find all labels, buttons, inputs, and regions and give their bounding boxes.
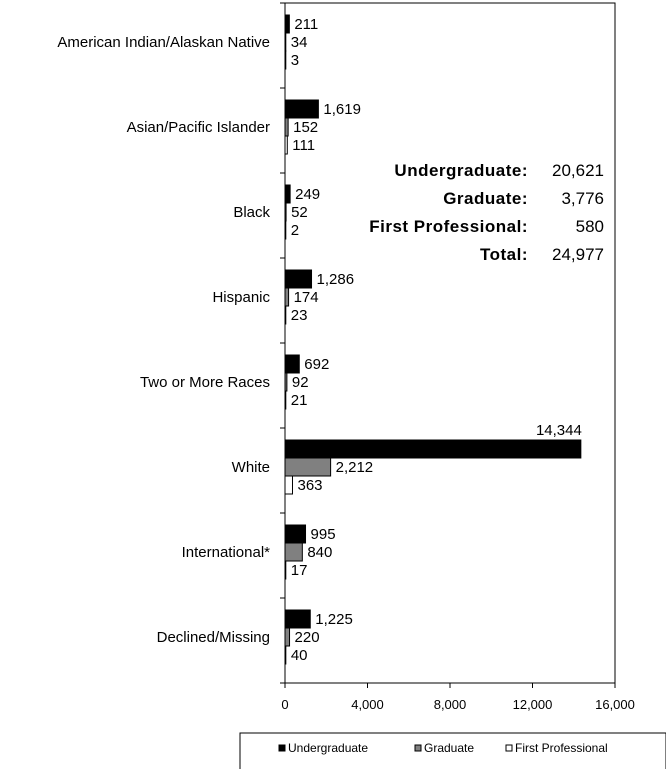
bar-first-professional-black — [284, 220, 287, 240]
category-label-two-or-more-races: Two or More Races — [140, 374, 270, 391]
summary-value-undergraduate: 20,621 — [552, 161, 604, 180]
summary-label-undergraduate: Undergraduate: — [394, 161, 528, 180]
value-label-graduate-white: 2,212 — [336, 459, 374, 476]
x-tick-label: 12,000 — [513, 697, 553, 712]
bar-graduate-black — [284, 202, 287, 222]
value-label-graduate-two-or-more-races: 92 — [292, 374, 309, 391]
legend-label-undergraduate: Undergraduate — [288, 741, 368, 755]
x-tick-label: 8,000 — [434, 697, 467, 712]
bar-undergraduate-black — [284, 184, 291, 204]
bar-undergraduate-international — [284, 524, 307, 544]
x-tick-label: 4,000 — [351, 697, 384, 712]
legend-label-first-professional: First Professional — [515, 741, 608, 755]
bar-undergraduate-american-indian-alaskan-native — [284, 14, 290, 34]
value-label-graduate-hispanic: 174 — [294, 289, 319, 306]
value-label-first-professional-declined-missing: 40 — [291, 647, 308, 664]
bars-group — [284, 14, 582, 665]
value-label-graduate-declined-missing: 220 — [295, 629, 320, 646]
value-label-first-professional-american-indian-alaskan-native: 3 — [291, 52, 299, 69]
x-tick-label: 0 — [281, 697, 288, 712]
value-label-undergraduate-hispanic: 1,286 — [317, 271, 355, 288]
value-label-undergraduate-white: 14,344 — [536, 422, 582, 439]
legend: Undergraduate Graduate First Professiona… — [239, 732, 666, 769]
bar-graduate-white — [284, 457, 332, 477]
category-label-black: Black — [233, 204, 270, 221]
bar-first-professional-asian-pacific-islander — [284, 135, 288, 155]
bar-graduate-two-or-more-races — [284, 372, 288, 392]
bar-graduate-declined-missing — [284, 627, 291, 647]
value-label-first-professional-black: 2 — [291, 222, 299, 239]
category-label-declined-missing: Declined/Missing — [157, 629, 270, 646]
category-label-hispanic: Hispanic — [212, 289, 270, 306]
value-label-undergraduate-asian-pacific-islander: 1,619 — [323, 101, 361, 118]
value-label-undergraduate-black: 249 — [295, 186, 320, 203]
category-label-white: White — [232, 459, 270, 476]
x-tick-label: 16,000 — [595, 697, 635, 712]
category-label-asian-pacific-islander: Asian/Pacific Islander — [127, 119, 270, 136]
bar-graduate-american-indian-alaskan-native — [284, 32, 287, 52]
bar-first-professional-white — [284, 475, 293, 495]
bar-first-professional-declined-missing — [284, 645, 287, 665]
value-label-undergraduate-international: 995 — [311, 526, 336, 543]
x-axis: 0 4,000 8,000 12,000 16,000 — [280, 2, 635, 712]
value-label-graduate-american-indian-alaskan-native: 34 — [291, 34, 308, 51]
summary-value-graduate: 3,776 — [561, 189, 604, 208]
bar-first-professional-hispanic — [284, 305, 287, 325]
bar-undergraduate-declined-missing — [284, 609, 311, 629]
bar-first-professional-two-or-more-races — [284, 390, 287, 410]
bar-first-professional-international — [284, 560, 287, 580]
bar-graduate-asian-pacific-islander — [284, 117, 289, 137]
summary-value-first-professional: 580 — [576, 217, 604, 236]
bar-undergraduate-hispanic — [284, 269, 313, 289]
bar-graduate-hispanic — [284, 287, 290, 307]
bar-undergraduate-asian-pacific-islander — [284, 99, 319, 119]
summary-label-total: Total: — [480, 245, 528, 264]
legend-swatch-graduate — [414, 744, 422, 752]
bar-undergraduate-white — [284, 439, 582, 459]
category-label-international: International* — [182, 544, 271, 561]
value-label-graduate-asian-pacific-islander: 152 — [293, 119, 318, 136]
value-label-first-professional-hispanic: 23 — [291, 307, 308, 324]
value-label-first-professional-white: 363 — [297, 477, 322, 494]
summary-label-first-professional: First Professional: — [369, 217, 528, 236]
value-label-undergraduate-american-indian-alaskan-native: 211 — [294, 16, 318, 33]
value-label-first-professional-international: 17 — [291, 562, 308, 579]
legend-swatch-first-professional — [505, 744, 513, 752]
summary-value-total: 24,977 — [552, 245, 604, 264]
value-label-undergraduate-declined-missing: 1,225 — [315, 611, 353, 628]
value-label-graduate-black: 52 — [291, 204, 308, 221]
legend-label-graduate: Graduate — [424, 741, 474, 755]
summary-box: Undergraduate: 20,621 Graduate: 3,776 Fi… — [369, 161, 604, 264]
category-labels: American Indian/Alaskan Native Asian/Paci… — [57, 34, 270, 646]
value-label-graduate-international: 840 — [307, 544, 332, 561]
bar-graduate-international — [284, 542, 303, 562]
bar-undergraduate-two-or-more-races — [284, 354, 300, 374]
value-label-first-professional-asian-pacific-islander: 111 — [292, 137, 315, 154]
summary-label-graduate: Graduate: — [443, 189, 528, 208]
legend-swatch-undergraduate — [278, 744, 286, 752]
legend-frame — [239, 732, 666, 769]
bar-first-professional-american-indian-alaskan-native — [284, 50, 287, 70]
value-label-undergraduate-two-or-more-races: 692 — [304, 356, 329, 373]
value-label-first-professional-two-or-more-races: 21 — [291, 392, 308, 409]
category-label-american-indian-alaskan-native: American Indian/Alaskan Native — [57, 34, 270, 51]
plot-area — [284, 2, 616, 684]
